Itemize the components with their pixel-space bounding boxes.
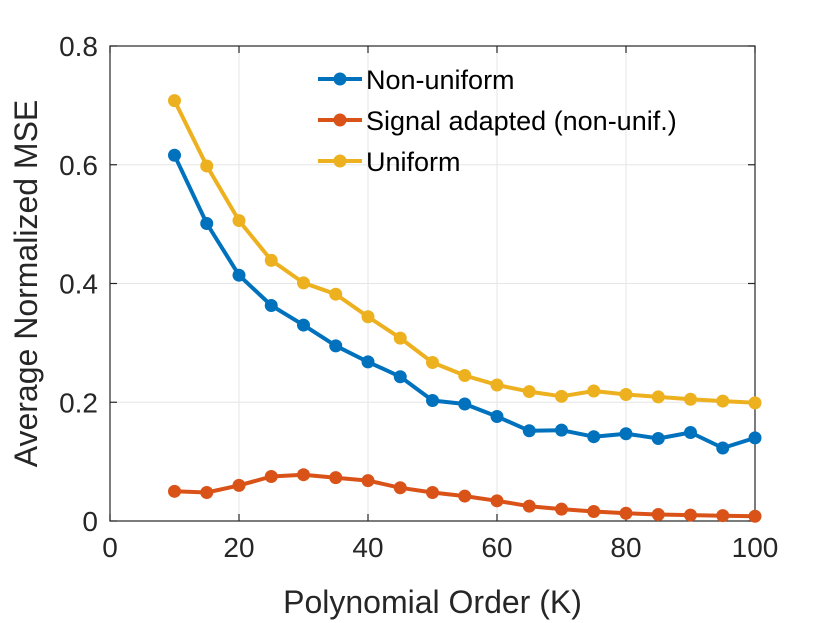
data-point (748, 431, 762, 445)
series-uniform (168, 94, 762, 410)
data-point (232, 268, 246, 282)
data-point (651, 431, 665, 445)
data-point (619, 388, 633, 402)
data-point (393, 370, 407, 384)
data-point (555, 389, 568, 403)
data-point (490, 494, 504, 508)
data-point (200, 159, 214, 173)
data-point (684, 392, 697, 406)
series-line (172, 99, 756, 405)
y-tick-label: 0.8 (59, 31, 98, 62)
data-point (684, 426, 697, 440)
series-layer (168, 94, 762, 523)
data-point (393, 331, 407, 345)
x-tick-label: 40 (352, 532, 383, 563)
legend: Non-uniform Signal adapted (non-unif.) Uni… (318, 65, 677, 177)
data-point (200, 486, 214, 499)
x-tick-label: 100 (732, 532, 779, 563)
data-point (587, 505, 601, 518)
data-point (232, 214, 246, 228)
data-point (716, 441, 730, 455)
data-point (684, 508, 697, 522)
tick-labels: 0 20 40 60 80 100 0 0.2 0.4 0.6 0.8 (59, 31, 778, 563)
data-point (619, 506, 633, 520)
data-point (522, 385, 536, 399)
data-point (651, 390, 665, 404)
data-point (522, 499, 536, 513)
x-tick-label: 60 (481, 532, 512, 563)
y-tick-label: 0.6 (59, 150, 98, 181)
data-point (555, 423, 568, 437)
data-point (264, 253, 278, 267)
y-axis-title: Average Normalized MSE (8, 100, 44, 468)
legend-marker (333, 113, 347, 127)
series-signal-adapted-non-unif- (168, 468, 762, 523)
legend-entry: Non-uniform (318, 65, 515, 95)
data-point (490, 410, 504, 423)
legend-label: Uniform (366, 147, 461, 177)
data-point (426, 393, 439, 407)
data-point (168, 484, 181, 498)
data-point (748, 509, 762, 523)
legend-marker (333, 154, 347, 168)
data-point (329, 471, 343, 485)
data-point (297, 468, 310, 482)
data-point (555, 502, 568, 516)
legend-label: Non-uniform (366, 65, 515, 95)
data-point (232, 478, 246, 492)
data-point (426, 486, 439, 499)
data-point (651, 507, 665, 521)
data-point (361, 310, 375, 324)
x-tick-label: 80 (610, 532, 641, 563)
data-point (168, 148, 181, 162)
x-axis-title: Polynomial Order (K) (283, 584, 582, 620)
data-point (748, 396, 762, 410)
x-tick-label: 0 (102, 532, 118, 563)
data-point (426, 355, 439, 369)
data-point (329, 287, 343, 301)
series-non-uniform (168, 148, 762, 455)
data-point (297, 318, 310, 332)
legend-entry: Signal adapted (non-unif.) (318, 106, 677, 136)
x-tick-label: 20 (223, 532, 254, 563)
legend-marker (333, 72, 347, 86)
data-point (587, 430, 601, 444)
legend-entry: Uniform (318, 147, 461, 177)
data-point (361, 474, 375, 488)
data-point (619, 427, 633, 441)
y-tick-label: 0.4 (59, 269, 98, 300)
data-point (490, 378, 504, 392)
axes (109, 45, 756, 522)
data-point (361, 355, 375, 369)
data-point (393, 481, 407, 495)
y-tick-label: 0 (82, 506, 98, 537)
data-point (716, 509, 730, 523)
data-point (458, 397, 472, 411)
data-point (522, 424, 536, 438)
data-point (587, 384, 601, 398)
data-point (264, 298, 278, 312)
data-point (458, 369, 472, 383)
data-point (329, 339, 343, 353)
data-point (458, 489, 472, 503)
data-point (716, 394, 730, 408)
data-point (264, 469, 278, 483)
y-tick-label: 0.2 (59, 387, 98, 418)
data-point (297, 276, 310, 290)
data-point (168, 94, 181, 108)
data-point (200, 217, 214, 231)
legend-label: Signal adapted (non-unif.) (366, 106, 677, 136)
